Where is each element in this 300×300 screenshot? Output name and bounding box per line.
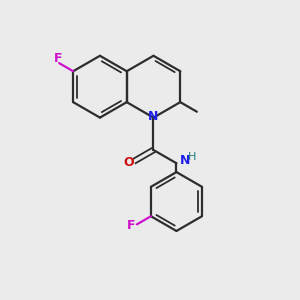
Text: H: H	[188, 152, 196, 162]
Text: N: N	[148, 110, 159, 123]
Text: O: O	[123, 156, 134, 169]
Text: F: F	[128, 219, 136, 232]
Text: N: N	[179, 154, 190, 167]
Text: F: F	[54, 52, 63, 65]
